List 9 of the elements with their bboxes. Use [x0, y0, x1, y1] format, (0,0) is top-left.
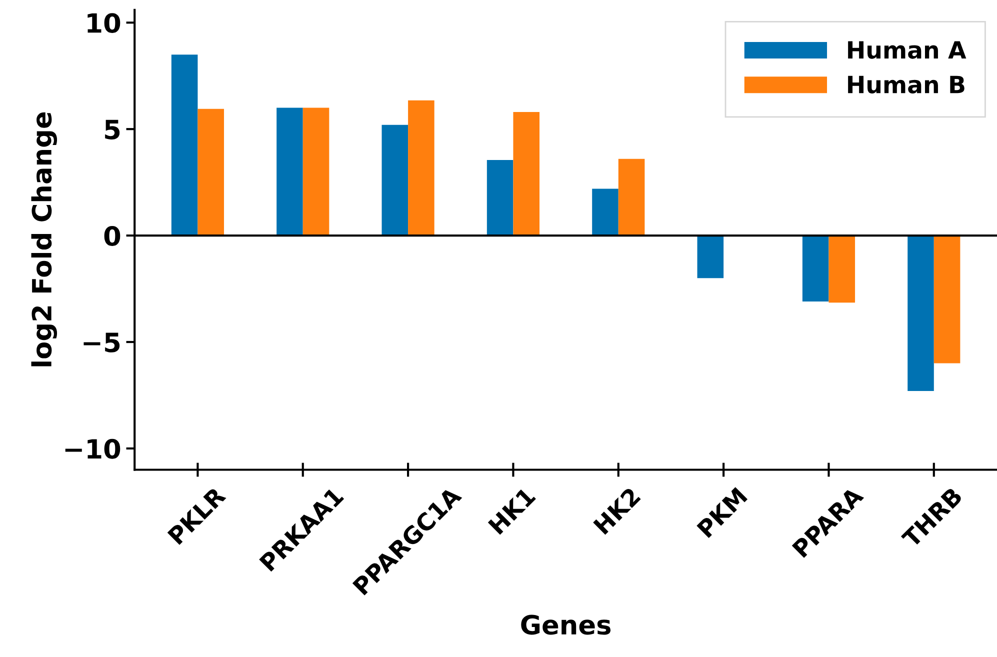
y-tick-label: 0	[104, 226, 120, 246]
y-tick-label: −5	[84, 332, 120, 352]
x-axis-title: Genes	[521, 614, 611, 635]
y-tick-label: −10	[65, 438, 120, 459]
y-tick-label: 10	[88, 13, 120, 34]
y-axis-title: log2 Fold Change	[31, 112, 58, 366]
legend-label: Human B	[848, 76, 964, 94]
y-tick-label: 5	[105, 120, 120, 140]
legend-label: Human A	[848, 41, 966, 59]
